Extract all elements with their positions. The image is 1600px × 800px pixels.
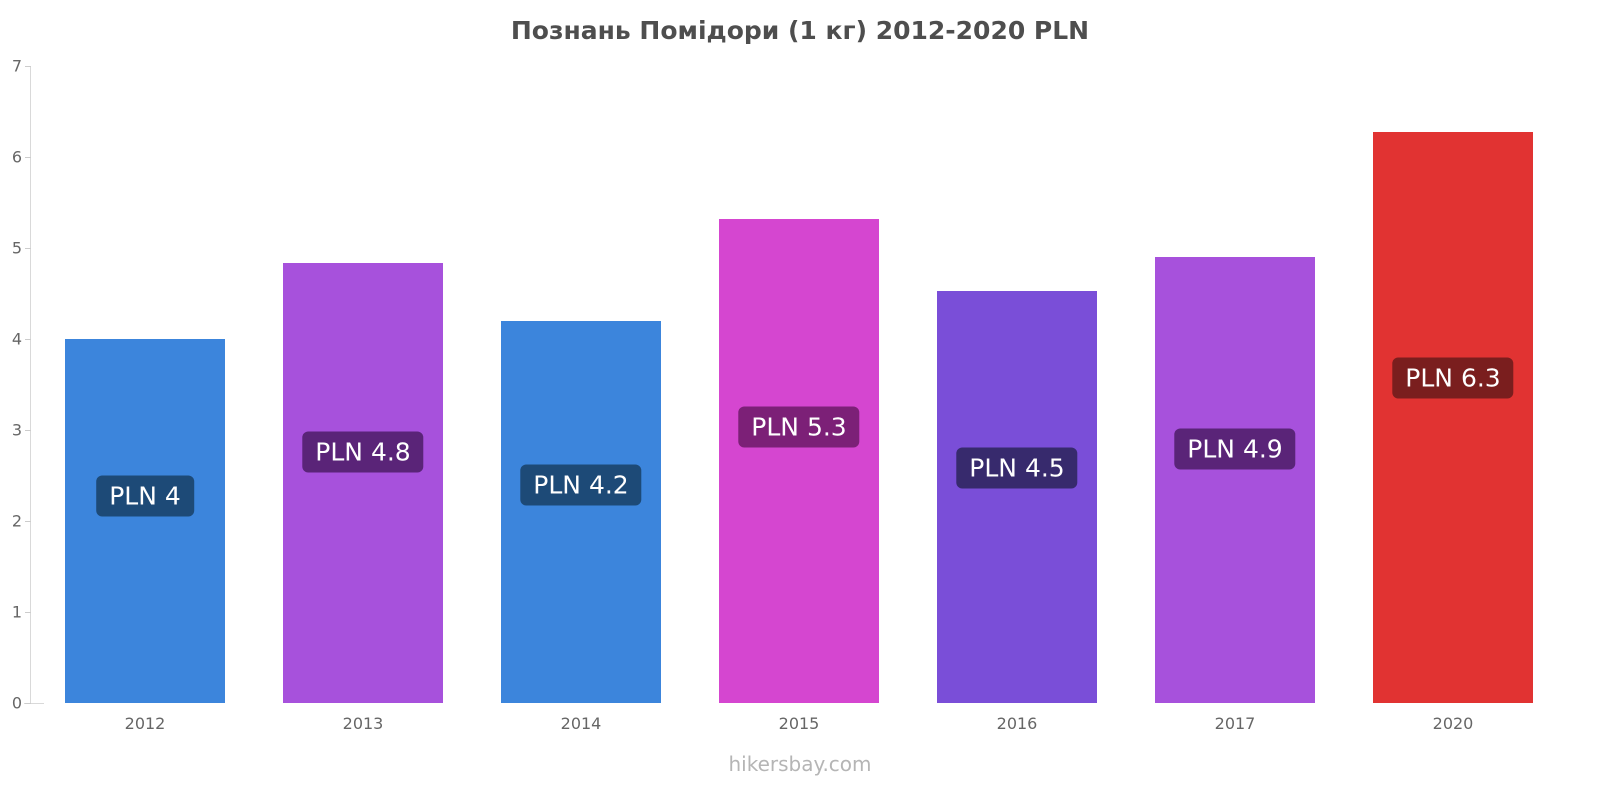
bar-2017: PLN 4.9: [1155, 257, 1315, 703]
y-tick-mark: [25, 66, 31, 67]
bar-2012: PLN 4: [65, 339, 225, 703]
bar-value-label: PLN 4.5: [956, 447, 1078, 489]
y-tick-label: 2: [11, 511, 22, 531]
bar-2020: PLN 6.3: [1373, 132, 1533, 703]
bar-value-label: PLN 4: [96, 475, 194, 517]
bar-value-label: PLN 6.3: [1392, 357, 1514, 399]
y-tick-mark: [25, 248, 31, 249]
x-axis-line: [24, 703, 44, 704]
y-tick-label: 4: [11, 329, 22, 349]
bar-2015: PLN 5.3: [719, 218, 879, 703]
x-tick-label: 2015: [778, 714, 820, 733]
y-tick-label: 6: [11, 147, 22, 167]
y-tick-label: 5: [11, 238, 22, 258]
x-tick-label: 2017: [1214, 714, 1256, 733]
bar-value-label: PLN 4.9: [1174, 428, 1296, 470]
y-tick-mark: [25, 703, 31, 704]
chart-title: Познань Помідори (1 кг) 2012-2020 PLN: [510, 16, 1090, 45]
bar-2016: PLN 4.5: [937, 290, 1097, 703]
bar-value-label: PLN 5.3: [738, 406, 860, 448]
x-tick-label: 2012: [124, 714, 166, 733]
bar-value-label: PLN 4.8: [302, 431, 424, 473]
y-tick-mark: [25, 612, 31, 613]
bar-value-label: PLN 4.2: [520, 464, 642, 506]
x-tick-label: 2014: [560, 714, 602, 733]
y-tick-mark: [25, 339, 31, 340]
y-tick-mark: [25, 157, 31, 158]
y-tick-label: 7: [11, 56, 22, 76]
x-tick-label: 2016: [996, 714, 1038, 733]
y-tick-label: 3: [11, 420, 22, 440]
x-tick-label: 2013: [342, 714, 384, 733]
y-tick-label: 0: [11, 693, 22, 713]
bar-2014: PLN 4.2: [501, 320, 661, 703]
y-axis-line: [30, 66, 31, 704]
x-tick-label: 2020: [1432, 714, 1474, 733]
bar-2013: PLN 4.8: [283, 263, 443, 703]
source-watermark: hikersbay.com: [728, 752, 872, 776]
y-tick-mark: [25, 521, 31, 522]
y-tick-label: 1: [11, 602, 22, 622]
y-tick-mark: [25, 430, 31, 431]
